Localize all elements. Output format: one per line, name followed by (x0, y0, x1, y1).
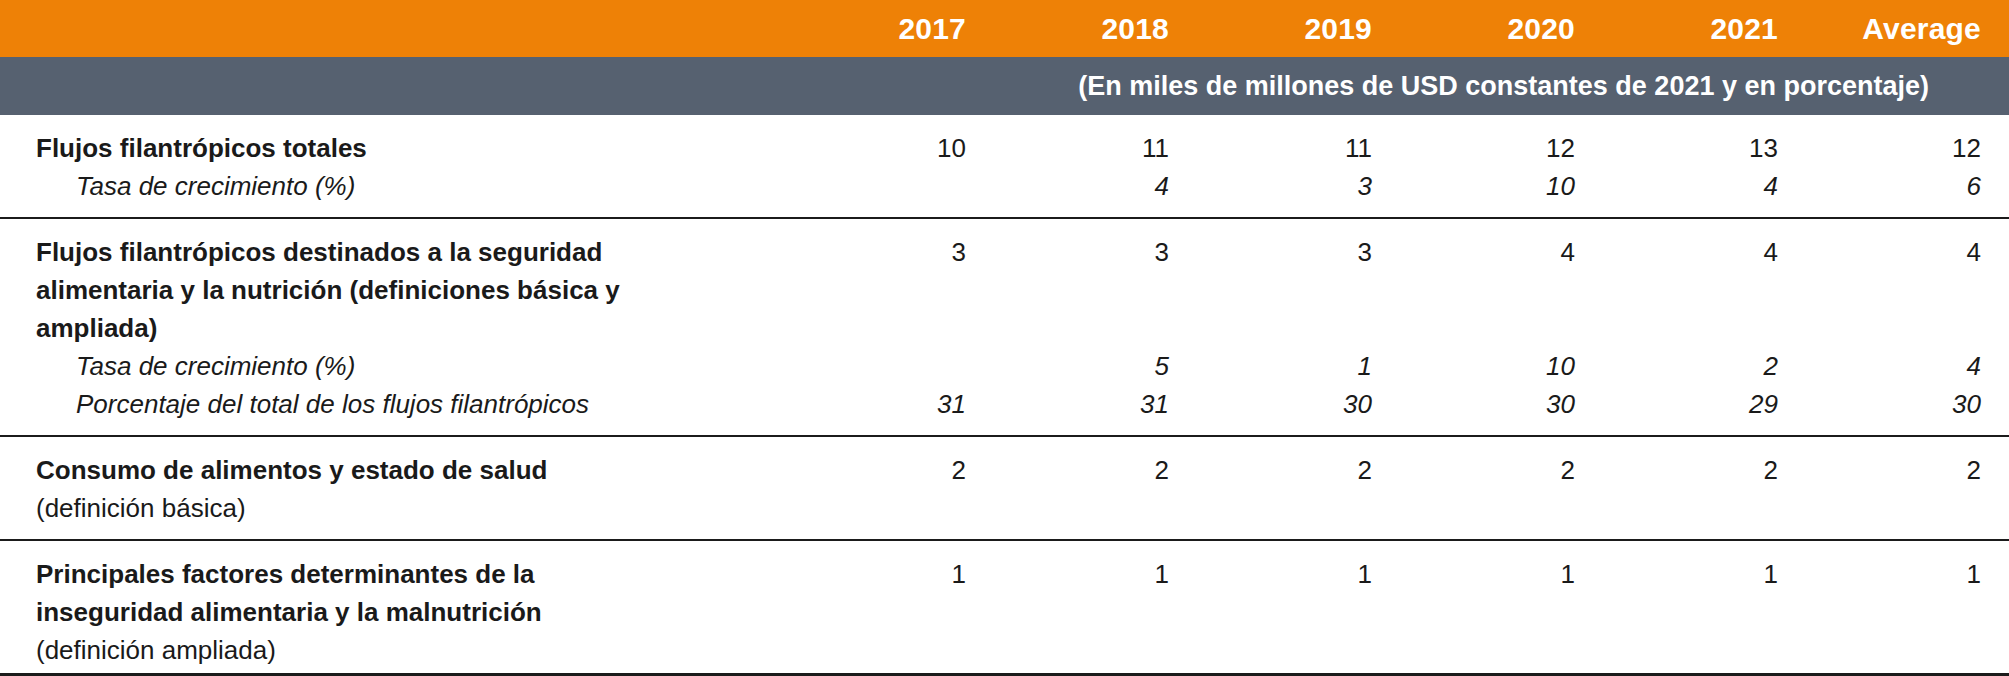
cell-value: 5 (966, 347, 1169, 385)
cell-value: 1 (763, 555, 966, 593)
row-label-text: Porcentaje del total de los flujos filan… (76, 389, 589, 419)
col-header-2021: 2021 (1575, 12, 1778, 46)
table-row: Flujos filantrópicos destinados a la seg… (0, 233, 2009, 347)
row-label-text: Tasa de crecimiento (%) (76, 171, 355, 201)
table-header-row: 2017 2018 2019 2020 2021 Average (0, 0, 2009, 57)
cell-value: 1 (966, 555, 1169, 593)
cell-value: 10 (1372, 347, 1575, 385)
cell-value: 31 (763, 385, 966, 423)
cell-value: 4 (1778, 347, 1981, 385)
cell-value: 30 (1778, 385, 1981, 423)
cell-value: 10 (1372, 167, 1575, 205)
cell-value: 12 (1372, 129, 1575, 167)
units-label: (En miles de millones de USD constantes … (1078, 71, 1929, 102)
row-sublabel-text: (definición básica) (36, 493, 246, 523)
cell-value: 3 (1169, 167, 1372, 205)
col-header-2017: 2017 (763, 12, 966, 46)
table-row: Flujos filantrópicos totales101111121312 (0, 129, 2009, 167)
cell-value: 12 (1778, 129, 1981, 167)
row-label: Flujos filantrópicos destinados a la seg… (0, 233, 660, 347)
table-section: Flujos filantrópicos destinados a la seg… (0, 219, 2009, 437)
cell-value: 2 (966, 451, 1169, 489)
row-label-text: Consumo de alimentos y estado de salud (36, 455, 547, 485)
cell-value: 29 (1575, 385, 1778, 423)
cell-value: 10 (763, 129, 966, 167)
cell-value: 2 (1372, 451, 1575, 489)
table-section: Flujos filantrópicos totales101111121312… (0, 115, 2009, 219)
cell-value: 11 (966, 129, 1169, 167)
cell-value: 1 (1778, 555, 1981, 593)
col-header-2020: 2020 (1372, 12, 1575, 46)
table-row: Consumo de alimentos y estado de salud (… (0, 451, 2009, 527)
cell-value: 11 (1169, 129, 1372, 167)
cell-value: 2 (1575, 347, 1778, 385)
cell-value: 31 (966, 385, 1169, 423)
row-label: Tasa de crecimiento (%) (0, 167, 660, 205)
table-section: Principales factores determinantes de la… (0, 541, 2009, 676)
table-body: Flujos filantrópicos totales101111121312… (0, 115, 2009, 676)
cell-value: 6 (1778, 167, 1981, 205)
cell-value: 2 (1169, 451, 1372, 489)
table-row: Tasa de crecimiento (%) 511024 (0, 347, 2009, 385)
cell-value: 4 (966, 167, 1169, 205)
col-header-average: Average (1778, 12, 1981, 46)
cell-value: 30 (1169, 385, 1372, 423)
cell-value: 4 (1372, 233, 1575, 271)
table-row: Tasa de crecimiento (%)431046 (0, 167, 2009, 205)
philanthropic-flows-table: 2017 2018 2019 2020 2021 Average (En mil… (0, 0, 2009, 676)
row-label: Consumo de alimentos y estado de salud (… (0, 451, 660, 527)
row-label-text: Flujos filantrópicos totales (36, 133, 367, 163)
cell-value: 1 (1372, 555, 1575, 593)
row-label-text: Principales factores determinantes de la… (36, 559, 542, 627)
col-header-2019: 2019 (1169, 12, 1372, 46)
row-label: Principales factores determinantes de la… (0, 555, 660, 669)
cell-value: 4 (1575, 233, 1778, 271)
row-label: Tasa de crecimiento (%) (0, 347, 660, 385)
cell-value: 30 (1372, 385, 1575, 423)
cell-value: 3 (1169, 233, 1372, 271)
row-label-text: Tasa de crecimiento (%) (76, 351, 355, 381)
cell-value: 1 (1575, 555, 1778, 593)
cell-value: 2 (1575, 451, 1778, 489)
table-row: Principales factores determinantes de la… (0, 555, 2009, 669)
cell-value: 1 (1169, 555, 1372, 593)
cell-value: 4 (1778, 233, 1981, 271)
col-header-2018: 2018 (966, 12, 1169, 46)
units-band: (En miles de millones de USD constantes … (0, 57, 2009, 115)
cell-value: 4 (1575, 167, 1778, 205)
table-row: Porcentaje del total de los flujos filan… (0, 385, 2009, 423)
cell-value: 13 (1575, 129, 1778, 167)
cell-value: 3 (966, 233, 1169, 271)
row-sublabel-text: (definición ampliada) (36, 635, 276, 665)
row-label: Porcentaje del total de los flujos filan… (0, 385, 660, 423)
table-section: Consumo de alimentos y estado de salud (… (0, 437, 2009, 541)
row-label-text: Flujos filantrópicos destinados a la seg… (36, 237, 620, 343)
cell-value: 3 (763, 233, 966, 271)
row-label: Flujos filantrópicos totales (0, 129, 660, 167)
cell-value: 2 (763, 451, 966, 489)
cell-value: 1 (1169, 347, 1372, 385)
cell-value: 2 (1778, 451, 1981, 489)
